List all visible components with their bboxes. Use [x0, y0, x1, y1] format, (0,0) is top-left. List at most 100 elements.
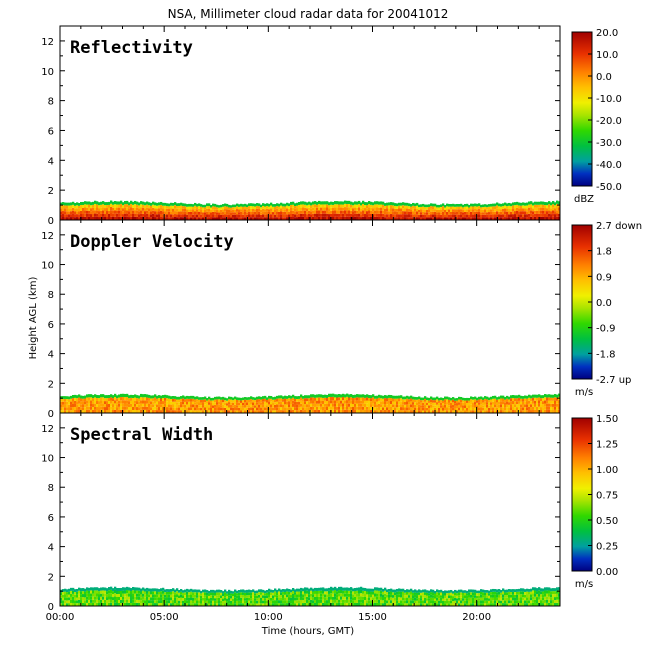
- echo-cell: [208, 595, 211, 599]
- echo-cell: [250, 206, 253, 209]
- echo-cell: [74, 208, 77, 212]
- echo-cell: [408, 399, 411, 402]
- echo-cell: [206, 603, 209, 606]
- echo-cell: [100, 213, 103, 217]
- echo-cell: [536, 400, 539, 404]
- echo-cell: [414, 402, 417, 405]
- echo-cell: [540, 591, 543, 595]
- echo-cell: [354, 587, 357, 591]
- echo-cell: [328, 400, 331, 404]
- echo-cell: [558, 599, 561, 603]
- echo-cell: [192, 204, 195, 207]
- echo-cell: [488, 590, 491, 594]
- echo-cell: [124, 409, 127, 413]
- echo-cell: [126, 216, 129, 220]
- echo-cell: [452, 397, 455, 400]
- echo-cell: [374, 201, 377, 205]
- echo-cell: [382, 207, 385, 211]
- echo-cell: [386, 404, 389, 408]
- echo-cell: [238, 212, 241, 215]
- echo-cell: [438, 590, 441, 593]
- echo-cell: [510, 594, 513, 598]
- echo-cell: [286, 410, 289, 413]
- echo-cell: [210, 592, 213, 596]
- echo-cell: [108, 401, 111, 404]
- echo-cell: [556, 394, 559, 398]
- echo-cell: [482, 217, 485, 220]
- echo-cell: [248, 597, 251, 601]
- echo-cell: [222, 593, 225, 597]
- echo-cell: [76, 217, 79, 220]
- echo-cell: [200, 214, 203, 218]
- echo-cell: [222, 591, 225, 594]
- echo-cell: [252, 407, 255, 411]
- echo-cell: [420, 598, 423, 601]
- echo-cell: [522, 600, 525, 604]
- echo-cell: [210, 209, 213, 213]
- echo-cell: [544, 587, 547, 591]
- echo-cell: [380, 593, 383, 597]
- echo-cell: [430, 407, 433, 411]
- echo-cell: [374, 395, 377, 399]
- echo-cell: [60, 410, 63, 413]
- echo-cell: [428, 402, 431, 406]
- echo-cell: [502, 395, 505, 399]
- echo-cell: [140, 603, 143, 606]
- echo-cell: [348, 599, 351, 603]
- echo-cell: [92, 213, 95, 217]
- echo-cell: [216, 212, 219, 215]
- echo-cell: [376, 395, 379, 399]
- echo-cell: [80, 201, 83, 205]
- echo-cell: [378, 397, 381, 401]
- echo-cell: [266, 214, 269, 218]
- echo-cell: [356, 599, 359, 603]
- echo-cell: [372, 208, 375, 212]
- echo-cell: [230, 217, 233, 220]
- echo-cell: [74, 594, 77, 598]
- echo-cell: [222, 217, 225, 220]
- echo-cell: [308, 410, 311, 413]
- echo-cell: [364, 217, 367, 220]
- echo-cell: [240, 211, 243, 215]
- echo-cell: [538, 213, 541, 217]
- echo-cell: [340, 403, 343, 407]
- echo-cell: [218, 603, 221, 606]
- echo-cell: [516, 401, 519, 405]
- echo-cell: [158, 202, 161, 206]
- echo-cell: [328, 208, 331, 212]
- echo-cell: [518, 603, 521, 606]
- echo-cell: [228, 600, 231, 604]
- echo-cell: [190, 407, 193, 411]
- echo-cell: [250, 595, 253, 599]
- echo-cell: [538, 397, 541, 401]
- echo-cell: [208, 404, 211, 408]
- echo-cell: [198, 217, 201, 220]
- echo-cell: [552, 591, 555, 595]
- echo-cell: [174, 202, 177, 206]
- echo-cell: [332, 400, 335, 404]
- echo-cell: [550, 214, 553, 218]
- echo-cell: [472, 410, 475, 413]
- echo-cell: [212, 217, 215, 220]
- echo-cell: [122, 214, 125, 218]
- echo-cell: [94, 593, 97, 597]
- echo-cell: [420, 400, 423, 403]
- echo-cell: [152, 407, 155, 411]
- echo-cell: [100, 593, 103, 597]
- echo-cell: [430, 208, 433, 212]
- echo-cell: [436, 396, 439, 400]
- echo-cell: [272, 212, 275, 215]
- echo-cell: [310, 590, 313, 594]
- echo-cell: [162, 410, 165, 413]
- echo-cell: [458, 410, 461, 413]
- echo-cell: [114, 586, 117, 590]
- echo-cell: [552, 201, 555, 205]
- echo-cell: [330, 213, 333, 217]
- echo-cell: [290, 210, 293, 214]
- echo-cell: [128, 410, 131, 413]
- echo-cell: [524, 217, 527, 220]
- echo-cell: [148, 205, 151, 209]
- echo-cell: [126, 596, 129, 600]
- echo-cell: [398, 214, 401, 218]
- echo-cell: [168, 589, 171, 592]
